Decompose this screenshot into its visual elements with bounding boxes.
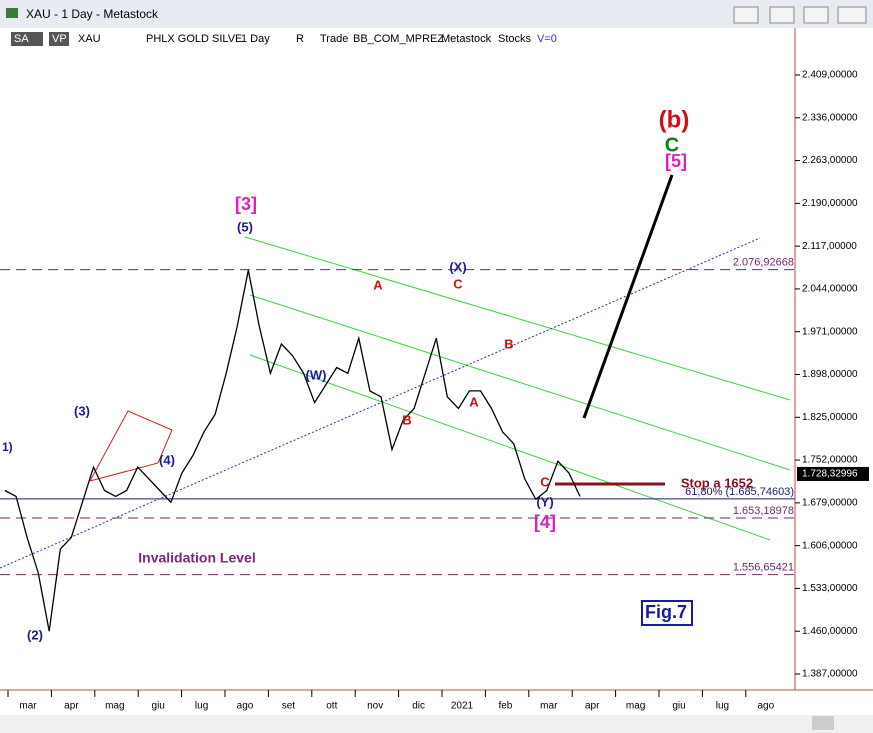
y-tick-label: 2.336,00000: [802, 112, 858, 123]
wave-label: A: [373, 277, 383, 292]
wave-label: (5): [237, 219, 253, 234]
close-button[interactable]: [837, 6, 867, 24]
wave-label: (Y): [536, 494, 553, 509]
restore-button[interactable]: [733, 6, 759, 24]
wave-label: (b): [659, 106, 690, 133]
y-tick-label: 2.409,00000: [802, 70, 858, 81]
y-tick-label: 1.971,00000: [802, 326, 858, 337]
toolbar-button: [11, 32, 43, 46]
y-tick-label: 2.190,00000: [802, 198, 858, 209]
projection-arrow: [582, 174, 674, 419]
plot-area: [0, 50, 795, 690]
x-tick-label: apr: [64, 701, 79, 712]
x-tick-label: set: [282, 701, 296, 712]
wave-label: Stop a 1652: [681, 475, 753, 490]
wave-label: Fig.7: [645, 602, 687, 622]
y-tick-label: 2.263,00000: [802, 155, 858, 166]
price-line: [4, 270, 581, 632]
level-label: 1.653,18978: [733, 505, 794, 517]
x-tick-label: 2021: [451, 701, 474, 712]
toolbar-item: VP: [52, 33, 67, 45]
x-tick-label: ott: [326, 701, 337, 712]
channel-line: [249, 294, 791, 471]
last-price-label: 1.728,32996: [802, 469, 858, 480]
y-tick-label: 1.825,00000: [802, 412, 858, 423]
wave-label: Invalidation Level: [138, 550, 255, 566]
x-tick-label: mar: [540, 701, 558, 712]
wave-label: [4]: [534, 512, 556, 532]
toolbar-item: SA: [14, 33, 29, 45]
x-tick-label: dic: [412, 701, 425, 712]
y-tick-label: 2.117,00000: [802, 241, 857, 252]
scroll-thumb[interactable]: [812, 716, 834, 730]
toolbar-item: Trade: [320, 33, 348, 45]
level-label: 1.556,65421: [733, 561, 794, 573]
x-tick-label: ago: [237, 701, 254, 712]
scrollbar[interactable]: [0, 715, 873, 733]
x-tick-label: lug: [716, 701, 729, 712]
toolbar-item: Metastock: [441, 33, 492, 45]
title-bar: [0, 0, 873, 28]
wave-label: 1): [2, 440, 13, 454]
app-icon: [6, 8, 18, 18]
y-tick-label: 1.679,00000: [802, 497, 858, 508]
x-tick-label: apr: [585, 701, 600, 712]
toolbar-item: XAU: [78, 33, 101, 45]
wave-label: (4): [159, 452, 175, 467]
y-tick-label: 1.898,00000: [802, 369, 858, 380]
y-tick-label: 1.387,00000: [802, 669, 858, 680]
y-tick-label: 1.752,00000: [802, 455, 858, 466]
wave-label: (2): [27, 627, 43, 642]
x-tick-label: giu: [152, 701, 165, 712]
x-tick-label: ago: [757, 701, 774, 712]
maximize-button[interactable]: [803, 6, 829, 24]
toolbar-item: BB_COM_MPREZ: [353, 33, 444, 45]
y-tick-label: 1.460,00000: [802, 626, 858, 637]
wave-label: B: [504, 336, 513, 351]
last-price-box: [797, 466, 869, 481]
toolbar-item: Stocks: [498, 33, 532, 45]
figure-box: [641, 600, 693, 626]
wave-label: (W): [306, 367, 327, 382]
wave-label: B: [402, 412, 411, 427]
toolbar-button: [49, 32, 69, 46]
level-label: 2.076,92668: [733, 257, 794, 269]
wave-label: C: [665, 134, 679, 156]
wave-label: A: [469, 394, 479, 409]
y-tick-label: 2.044,00000: [802, 284, 858, 295]
wave-label: [5]: [665, 151, 687, 171]
wave-label: [3]: [235, 194, 257, 214]
toolbar-item: PHLX GOLD SILVE: [146, 33, 242, 45]
channel-line: [249, 354, 771, 541]
x-tick-label: feb: [498, 701, 512, 712]
wave-label: C: [453, 276, 463, 291]
wave-label: (X): [449, 259, 466, 274]
x-tick-label: mag: [626, 701, 645, 712]
triangle: [89, 410, 173, 482]
window-title: XAU - 1 Day - Metastock: [26, 7, 159, 21]
x-tick-label: mar: [19, 701, 37, 712]
y-tick-label: 1.606,00000: [802, 540, 858, 551]
x-tick-label: lug: [195, 701, 208, 712]
channel-line: [244, 236, 791, 401]
toolbar-item: R: [296, 33, 304, 45]
toolbar-item: V=0: [537, 33, 557, 45]
level-label: 61,80% (1.685,74603): [685, 486, 794, 498]
toolbar: [0, 28, 873, 50]
y-tick-label: 1.533,00000: [802, 583, 858, 594]
x-tick-label: giu: [672, 701, 685, 712]
x-tick-label: nov: [367, 701, 383, 712]
wave-label: (3): [74, 403, 90, 418]
x-tick-label: mag: [105, 701, 124, 712]
toolbar-item: 1 Day: [241, 33, 270, 45]
wave-label: C: [540, 474, 550, 489]
minimize-button[interactable]: [769, 6, 795, 24]
